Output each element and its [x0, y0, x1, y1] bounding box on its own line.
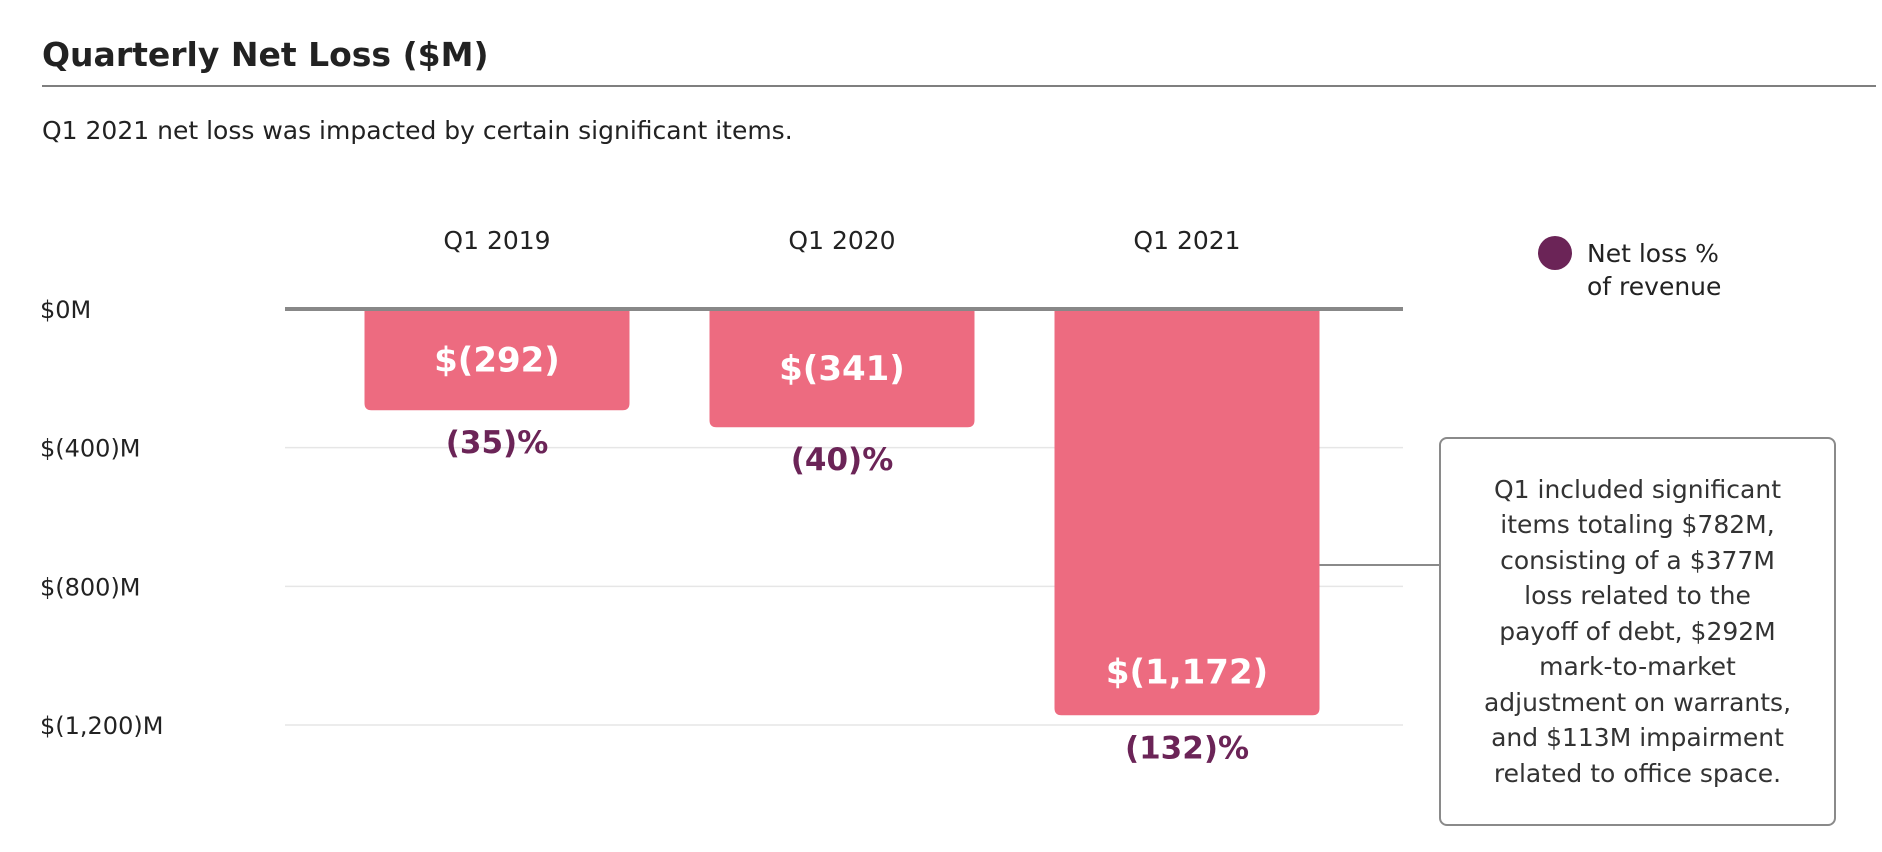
annotation-line: items totaling $782M, — [1500, 510, 1775, 540]
percent-label: (132)% — [1125, 730, 1249, 766]
bar-labels: Q1 2019 $(292) (35)% Q1 2020 $(341) (40)% Q1 2… — [434, 226, 1268, 766]
category-label: Q1 2021 — [1133, 226, 1240, 255]
percent-label: (35)% — [446, 425, 549, 461]
percent-label: (40)% — [791, 442, 894, 478]
annotation-line: related to office space. — [1493, 758, 1782, 788]
bar-value-label: $(1,172) — [1106, 652, 1268, 692]
legend-label-line-1: Net loss % — [1587, 239, 1719, 268]
annotation-text: Q1 included significant items totaling $7… — [1484, 472, 1791, 792]
bar — [1054, 309, 1320, 716]
bar-value-label: $(292) — [434, 341, 560, 381]
y-tick-label: $0M — [40, 296, 91, 324]
bars — [364, 309, 1320, 716]
annotation-line: consisting of a $377M — [1500, 545, 1775, 575]
legend-label-line-2: of revenue — [1587, 272, 1721, 301]
annotation-callout: Q1 included significant items totaling $7… — [1439, 437, 1836, 826]
bar — [709, 309, 975, 428]
annotation-line: and $113M impairment — [1491, 723, 1784, 753]
annotation-line: Q1 included significant — [1493, 474, 1781, 504]
legend: Net loss % of revenue — [1538, 236, 1721, 301]
annotation-line: mark-to-market — [1539, 652, 1736, 682]
chart-subtitle: Q1 2021 net loss was impacted by certain… — [42, 116, 793, 145]
annotation-line: adjustment on warrants, — [1483, 687, 1792, 717]
y-axis-ticks: $0M $(400)M $(800)M $(1,200)M — [40, 296, 163, 740]
annotation-line: loss related to the — [1524, 581, 1751, 611]
chart-title: Quarterly Net Loss ($M) — [42, 35, 489, 74]
legend-marker-icon — [1538, 236, 1572, 270]
bar — [364, 309, 630, 411]
category-label: Q1 2020 — [788, 226, 895, 255]
bar-value-label: $(341) — [779, 349, 905, 389]
y-tick-label: $(1,200)M — [40, 712, 163, 740]
annotation-line: payoff of debt, $292M — [1499, 616, 1776, 646]
category-label: Q1 2019 — [443, 226, 550, 255]
y-tick-label: $(400)M — [40, 435, 141, 463]
y-tick-label: $(800)M — [40, 573, 141, 601]
